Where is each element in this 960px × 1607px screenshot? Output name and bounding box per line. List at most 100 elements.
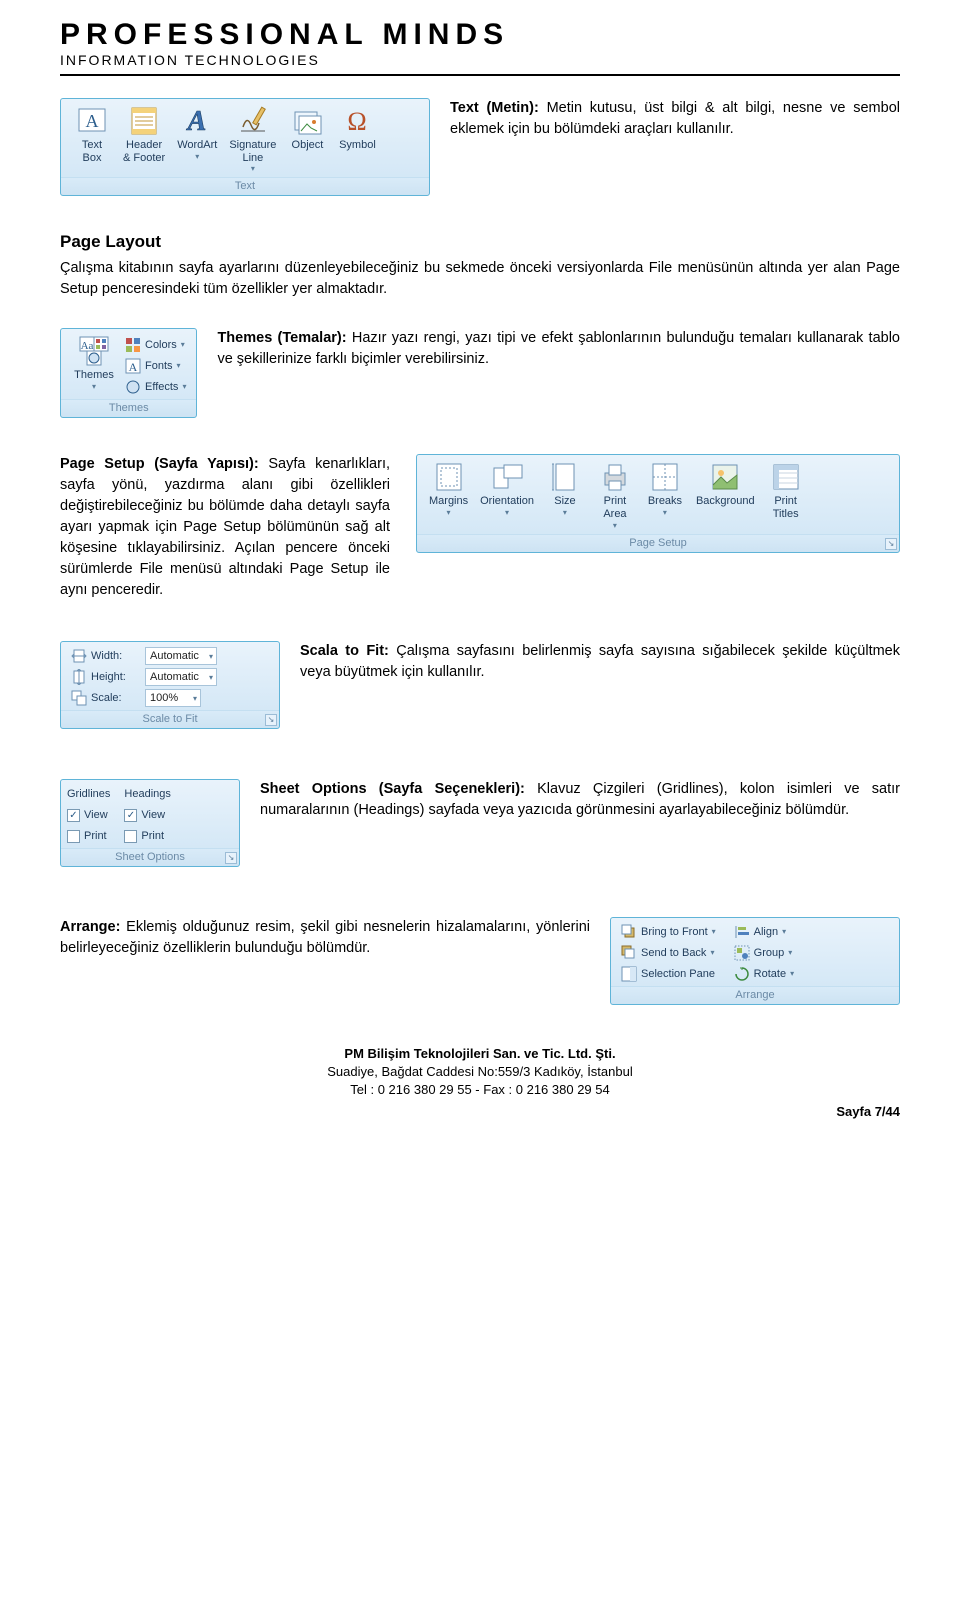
send-to-back-button[interactable]: Send to Back ▾ (617, 943, 720, 963)
size-button[interactable]: Size ▾ (540, 459, 590, 519)
fonts-icon: A (125, 358, 141, 374)
margins-button[interactable]: Margins ▾ (423, 459, 474, 519)
footer-telfax: Tel : 0 216 380 29 55 - Fax : 0 216 380 … (60, 1081, 900, 1099)
text-box-icon: A (76, 105, 108, 137)
theme-colors-button[interactable]: Colors ▾ (121, 335, 190, 355)
header-rule (60, 74, 900, 76)
svg-text:A: A (86, 111, 99, 131)
dropdown-arrow-icon: ▾ (790, 969, 794, 978)
object-button[interactable]: Object (282, 103, 332, 154)
scale-percent-row[interactable]: Scale: 100% (67, 688, 273, 708)
scale-percent-label: Scale: (91, 692, 141, 704)
dropdown-arrow-icon: ▾ (195, 152, 199, 161)
breaks-icon (649, 461, 681, 493)
themes-description: Themes (Temalar): Hazır yazı rengi, yazı… (217, 328, 900, 370)
object-icon (291, 105, 323, 137)
gridlines-view-checkbox[interactable]: ✓ View (67, 805, 108, 825)
headings-header: Headings (124, 788, 170, 800)
sheet-options-description: Sheet Options (Sayfa Seçenekleri): Klavu… (260, 779, 900, 821)
scale-percent-value[interactable]: 100% (145, 689, 201, 707)
dropdown-arrow-icon: ▾ (251, 164, 255, 173)
background-icon (709, 461, 741, 493)
svg-text:A: A (186, 106, 207, 137)
themes-lead: Themes (Temalar): (217, 330, 346, 346)
background-button[interactable]: Background (690, 459, 761, 510)
print-titles-button[interactable]: Print Titles (761, 459, 811, 522)
selection-pane-label: Selection Pane (641, 968, 715, 980)
page-number: Sayfa 7/44 (60, 1104, 900, 1119)
size-icon (549, 461, 581, 493)
bring-to-front-button[interactable]: Bring to Front ▾ (617, 922, 720, 942)
print-titles-icon (770, 461, 802, 493)
ribbon-group-page-setup-label: Page Setup ↘ (417, 534, 899, 552)
rotate-label: Rotate (754, 968, 786, 980)
symbol-button[interactable]: Ω Symbol (332, 103, 382, 154)
scale-height-row[interactable]: Height: Automatic (67, 667, 273, 687)
svg-text:A: A (129, 360, 138, 374)
text-box-label: Text Box (82, 139, 102, 164)
dropdown-arrow-icon: ▾ (505, 508, 509, 517)
header-footer-label: Header & Footer (123, 139, 165, 164)
scale-width-value[interactable]: Automatic (145, 647, 217, 665)
group-label: Group (754, 947, 785, 959)
dropdown-arrow-icon: ▾ (447, 508, 451, 517)
dropdown-arrow-icon: ▾ (710, 948, 714, 957)
group-button[interactable]: Group ▾ (730, 943, 798, 963)
orientation-label: Orientation (480, 495, 534, 508)
text-box-button[interactable]: A Text Box (67, 103, 117, 166)
headings-print-checkbox[interactable]: Print (124, 826, 164, 846)
ribbon-group-page-setup: Margins ▾ Orientation ▾ Size ▾ Print Are… (416, 454, 900, 552)
dropdown-arrow-icon: ▾ (663, 508, 667, 517)
dialog-launcher-icon[interactable]: ↘ (265, 714, 277, 726)
headings-view-label: View (141, 809, 165, 821)
dialog-launcher-icon[interactable]: ↘ (885, 538, 897, 550)
scale-icon (71, 690, 87, 706)
theme-fonts-button[interactable]: A Fonts ▾ (121, 356, 190, 376)
dropdown-arrow-icon: ▾ (563, 508, 567, 517)
header-footer-button[interactable]: Header & Footer (117, 103, 171, 166)
checkbox-checked-icon: ✓ (124, 809, 137, 822)
width-icon (71, 648, 87, 664)
object-label: Object (292, 139, 324, 152)
theme-effects-label: Effects (145, 381, 178, 393)
signature-line-icon (237, 105, 269, 137)
themes-button[interactable]: Aa Themes ▾ (67, 333, 121, 393)
background-label: Background (696, 495, 755, 508)
wordart-button[interactable]: A WordArt ▾ (171, 103, 223, 163)
signature-line-button[interactable]: Signature Line ▾ (223, 103, 282, 175)
orientation-button[interactable]: Orientation ▾ (474, 459, 540, 519)
scale-width-row[interactable]: Width: Automatic (67, 646, 273, 666)
dropdown-arrow-icon: ▾ (782, 927, 786, 936)
theme-effects-button[interactable]: Effects ▾ (121, 377, 190, 397)
headings-view-checkbox[interactable]: ✓ View (124, 805, 165, 825)
scale-height-value[interactable]: Automatic (145, 668, 217, 686)
rotate-button[interactable]: Rotate ▾ (730, 964, 798, 984)
send-to-back-icon (621, 945, 637, 961)
dialog-launcher-icon[interactable]: ↘ (225, 852, 237, 864)
ribbon-group-arrange: Bring to Front ▾ Send to Back ▾ Selectio… (610, 917, 900, 1005)
align-button[interactable]: Align ▾ (730, 922, 798, 942)
themes-icon: Aa (78, 335, 110, 367)
ribbon-group-themes: Aa Themes ▾ Colors ▾ A Fonts ▾ (60, 328, 197, 418)
print-area-button[interactable]: Print Area ▾ (590, 459, 640, 531)
print-titles-label: Print Titles (773, 495, 799, 520)
dropdown-arrow-icon: ▾ (788, 948, 792, 957)
checkbox-checked-icon: ✓ (67, 809, 80, 822)
selection-pane-button[interactable]: Selection Pane (617, 964, 720, 984)
scale-to-fit-description: Scala to Fit: Çalışma sayfasını belirlen… (300, 641, 900, 683)
breaks-button[interactable]: Breaks ▾ (640, 459, 690, 519)
ribbon-group-sheet-options: Gridlines ✓ View Print Headings ✓ View (60, 779, 240, 867)
ribbon-group-themes-label: Themes (61, 399, 196, 417)
arrange-description: Arrange: Eklemiş olduğunuz resim, şekil … (60, 917, 590, 959)
align-label: Align (754, 926, 778, 938)
wordart-icon: A (181, 105, 213, 137)
themes-label: Themes (74, 369, 114, 382)
theme-fonts-label: Fonts (145, 360, 173, 372)
dropdown-arrow-icon: ▾ (182, 382, 186, 391)
ribbon-group-scale-label: Scale to Fit ↘ (61, 710, 279, 728)
gridlines-print-checkbox[interactable]: Print (67, 826, 107, 846)
bring-to-front-icon (621, 924, 637, 940)
arrange-body: Eklemiş olduğunuz resim, şekil gibi nesn… (60, 919, 590, 956)
dropdown-arrow-icon: ▾ (712, 927, 716, 936)
page-setup-description: Page Setup (Sayfa Yapısı): Sayfa kenarlı… (60, 454, 390, 601)
